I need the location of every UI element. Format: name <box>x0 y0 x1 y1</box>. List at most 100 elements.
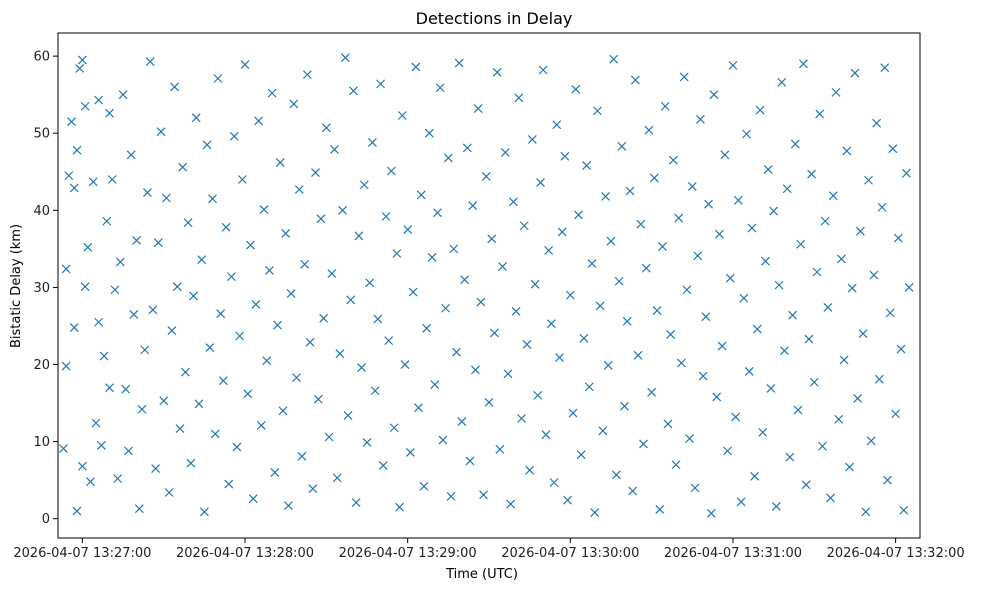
data-point <box>766 384 776 393</box>
data-point <box>685 434 695 443</box>
y-tick-label: 10 <box>33 435 50 450</box>
data-point <box>316 214 326 224</box>
data-point <box>156 127 166 137</box>
data-point <box>424 128 434 138</box>
data-point <box>538 65 548 75</box>
data-point <box>240 60 250 70</box>
data-point <box>454 58 464 68</box>
data-point <box>237 175 247 184</box>
data-point <box>319 313 329 323</box>
data-point <box>845 462 854 472</box>
data-point <box>777 77 787 87</box>
data-point <box>527 134 537 144</box>
data-point <box>202 140 212 150</box>
data-point <box>888 144 898 154</box>
data-point <box>598 426 608 436</box>
data-point <box>568 408 578 418</box>
data-point <box>503 369 513 379</box>
data-point <box>216 309 226 319</box>
data-point <box>397 111 407 120</box>
data-point <box>826 493 835 503</box>
data-point <box>720 150 730 160</box>
data-point <box>313 394 323 404</box>
data-point <box>831 87 841 97</box>
x-tick-label: 2026-04-07 13:28:00 <box>176 546 314 561</box>
data-point <box>433 208 442 218</box>
data-point <box>560 151 570 161</box>
data-point <box>893 233 903 243</box>
data-point <box>210 429 220 439</box>
data-point <box>836 254 846 264</box>
data-point <box>820 216 830 226</box>
x-axis-label: Time (UTC) <box>445 567 518 582</box>
data-point <box>649 173 659 183</box>
data-point <box>197 255 207 265</box>
data-point <box>69 323 79 332</box>
data-point <box>828 191 838 201</box>
data-point <box>224 479 234 489</box>
data-point <box>324 432 334 442</box>
data-point <box>164 488 174 497</box>
data-point <box>435 83 445 93</box>
data-point <box>335 349 345 359</box>
data-point <box>723 446 732 456</box>
data-point <box>855 226 865 236</box>
data-point <box>189 291 198 301</box>
data-point <box>86 477 95 487</box>
data-point <box>102 216 112 226</box>
data-point <box>733 195 743 205</box>
data-point <box>194 399 204 409</box>
data-point <box>246 240 255 250</box>
data-point <box>771 501 781 511</box>
data-point <box>446 491 456 501</box>
data-point <box>386 166 396 176</box>
data-point <box>525 465 535 475</box>
data-point <box>742 129 751 139</box>
data-point <box>422 323 432 333</box>
data-point <box>576 450 586 460</box>
data-point <box>728 60 738 70</box>
data-point <box>476 297 486 307</box>
data-point <box>349 86 358 96</box>
data-point <box>362 437 372 447</box>
data-point <box>134 504 144 514</box>
data-point <box>273 320 282 330</box>
data-point <box>853 394 863 403</box>
data-point <box>251 299 261 309</box>
data-point <box>668 155 678 165</box>
data-point <box>704 199 713 209</box>
data-point <box>563 495 573 505</box>
data-point <box>148 305 158 315</box>
data-point <box>620 401 629 411</box>
data-point <box>72 506 82 516</box>
data-point <box>750 471 760 481</box>
data-point <box>731 412 741 422</box>
data-point <box>354 231 364 241</box>
data-point <box>191 113 201 123</box>
data-point <box>842 146 852 156</box>
data-point <box>747 223 757 233</box>
data-point <box>267 88 277 98</box>
data-point <box>647 387 657 397</box>
y-axis-label: Bistatic Delay (km) <box>9 224 24 348</box>
data-point <box>885 308 895 318</box>
data-point <box>481 171 491 181</box>
data-point <box>294 185 304 194</box>
x-axis-ticks: 2026-04-07 13:27:00 2026-04-07 13:28:00 20… <box>13 538 965 561</box>
data-point <box>105 108 114 118</box>
data-point <box>484 397 494 407</box>
data-point <box>479 490 489 500</box>
data-point <box>696 114 705 124</box>
data-point <box>248 494 258 504</box>
data-point <box>544 245 554 255</box>
data-point <box>64 171 74 181</box>
data-point <box>180 367 190 377</box>
data-point <box>77 55 87 65</box>
data-point <box>302 70 312 80</box>
x-tick-label: 2026-04-07 13:29:00 <box>339 546 477 561</box>
data-point <box>706 508 716 518</box>
data-point <box>796 239 806 249</box>
data-point <box>281 229 291 238</box>
data-point <box>278 406 288 416</box>
data-point <box>381 212 391 221</box>
